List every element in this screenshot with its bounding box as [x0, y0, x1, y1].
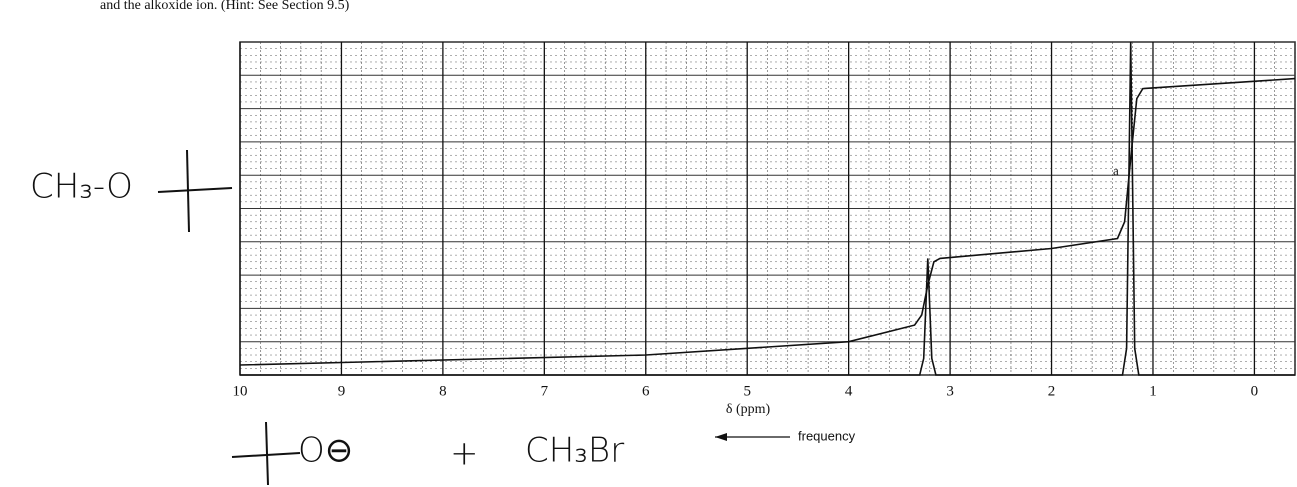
x-tick-label: 6	[642, 383, 650, 399]
x-tick-label: 0	[1251, 383, 1259, 399]
annotation: frequency	[798, 428, 856, 443]
x-tick-label: 5	[743, 383, 751, 399]
x-tick-label: 4	[845, 383, 853, 399]
x-tick-label: 7	[541, 383, 549, 399]
arrow-head	[715, 433, 727, 441]
hand-stroke	[158, 188, 232, 192]
hand-stroke	[187, 150, 189, 232]
x-tick-label: 3	[946, 383, 954, 399]
handwriting: CH₃Br	[525, 431, 624, 471]
x-tick-label: 8	[439, 383, 447, 399]
x-tick-label: 9	[338, 383, 346, 399]
x-tick-label: 2	[1048, 383, 1056, 399]
handwriting: O⊖	[298, 431, 353, 471]
annotation: a	[1113, 163, 1119, 178]
x-tick-label: 10	[233, 383, 248, 399]
hand-stroke	[266, 422, 268, 485]
page: {"chart_data": { "type": "line", "header…	[0, 0, 1297, 487]
x-tick-label: 1	[1149, 383, 1157, 399]
header-text: and the alkoxide ion. (Hint: See Section…	[100, 0, 350, 13]
handwriting: CH₃-O	[30, 167, 133, 207]
hand-stroke	[232, 453, 300, 457]
chart: and the alkoxide ion. (Hint: See Section…	[0, 0, 1297, 487]
x-axis-label: δ (ppm)	[726, 402, 771, 417]
handwriting: +	[450, 434, 479, 474]
